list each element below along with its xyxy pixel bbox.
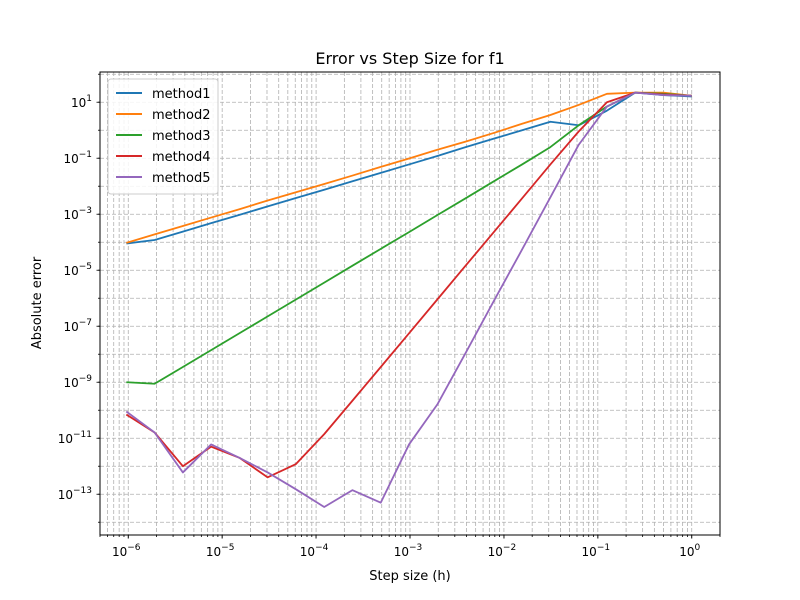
legend-label: method5	[152, 171, 210, 186]
axis-ticks: 10−6 10−5 10−4 10−3 10−2 10−1 100 101 10−1 10−3 10…	[58, 73, 721, 559]
x-axis-label: Step size (h)	[369, 569, 450, 584]
x-tick-label: 10−5	[206, 543, 235, 559]
legend-label: method1	[152, 87, 210, 102]
y-tick-label: 101	[71, 94, 92, 110]
x-tick-label: 10−1	[582, 543, 611, 559]
y-tick-label: 10−9	[63, 374, 92, 390]
legend-label: method3	[152, 129, 210, 144]
y-tick-label: 10−3	[63, 206, 92, 222]
legend: method1 method2 method3 method4 method5	[107, 78, 219, 195]
legend-label: method2	[152, 108, 210, 123]
series-line-method4	[125, 91, 692, 479]
series-line-method2	[126, 91, 692, 244]
y-tick-label: 10−7	[63, 318, 92, 334]
x-tick-label: 10−4	[300, 543, 329, 559]
legend-label: method4	[152, 150, 210, 165]
x-tick-label: 10−2	[488, 543, 517, 559]
y-tick-label: 10−1	[63, 150, 92, 166]
y-tick-label: 10−5	[63, 262, 92, 278]
legend-box	[107, 78, 219, 195]
series-line-method1	[126, 91, 692, 245]
y-tick-label: 10−13	[58, 486, 92, 502]
y-axis-label: Absolute error	[30, 256, 45, 349]
x-tick-label: 10−6	[112, 543, 141, 559]
series-line-method5	[125, 91, 692, 508]
y-tick-label: 10−11	[58, 430, 92, 446]
series-lines	[125, 91, 692, 508]
x-tick-label: 100	[679, 543, 700, 559]
x-tick-label: 10−3	[394, 543, 423, 559]
chart-title: Error vs Step Size for f1	[315, 49, 504, 68]
